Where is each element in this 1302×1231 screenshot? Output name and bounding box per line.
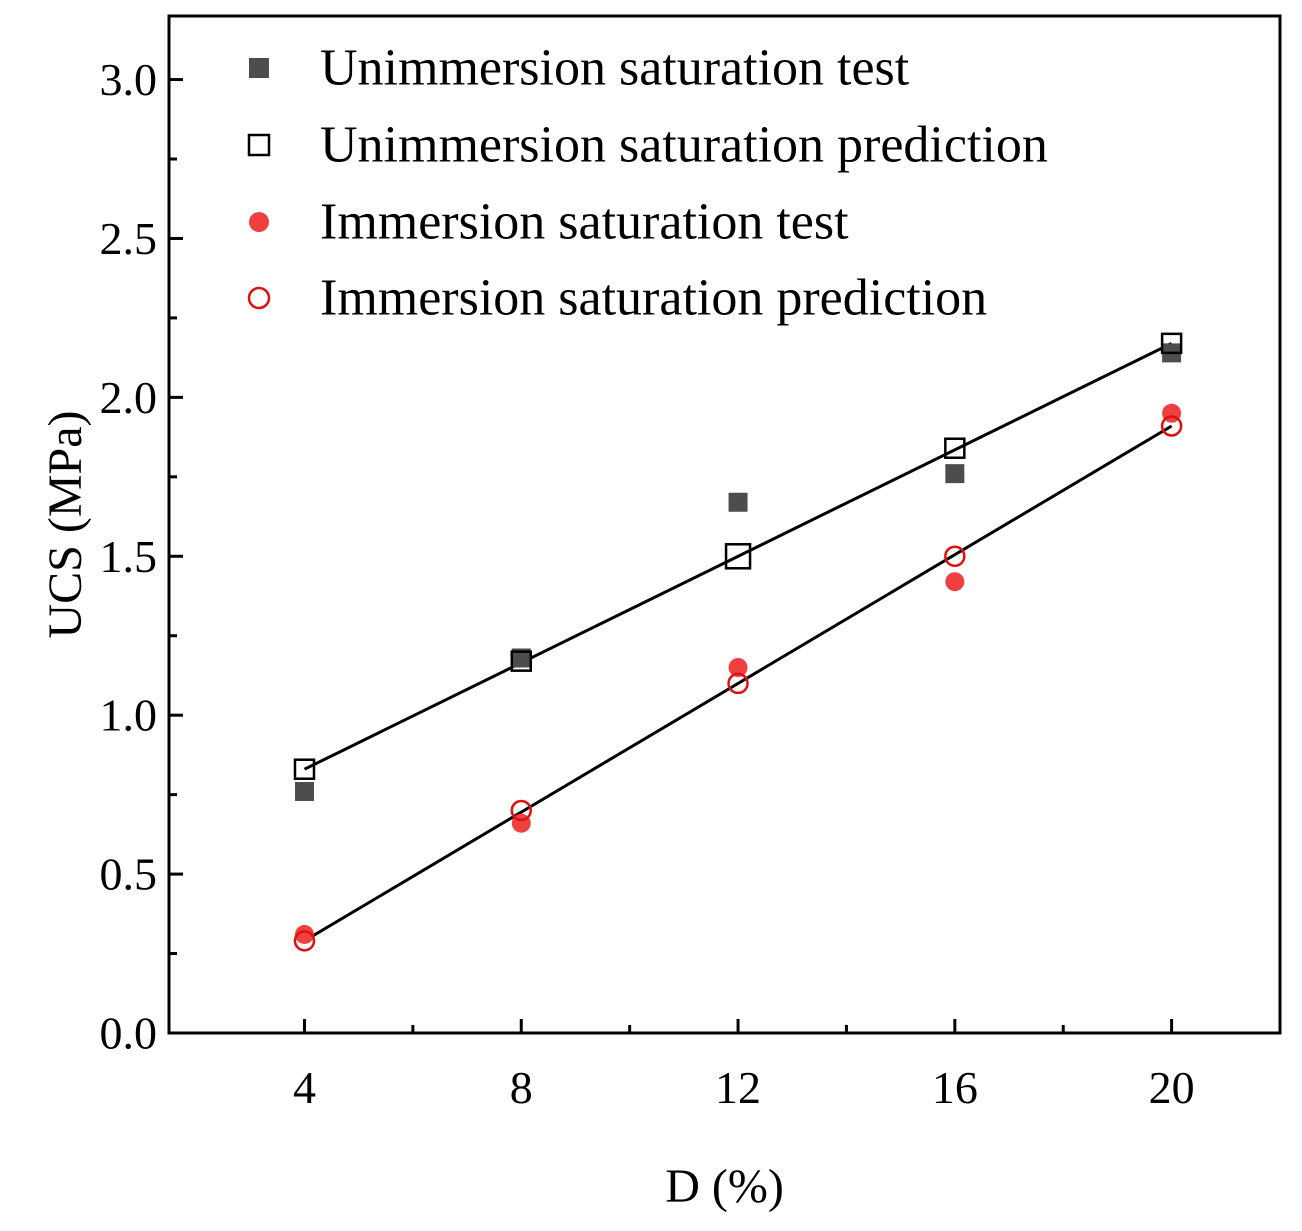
fit-lines	[303, 342, 1173, 943]
x-tick-label: 16	[932, 1062, 978, 1113]
immersion-saturation-prediction-point	[1160, 415, 1183, 437]
unimmersion-saturation-test-point	[511, 648, 531, 668]
immersion-saturation-test-point	[945, 572, 965, 592]
unimmersion-saturation-prediction-point	[510, 650, 533, 672]
fit-line	[303, 342, 1173, 771]
x-axis-title: D (%)	[665, 1160, 784, 1213]
immersion-saturation-prediction-point	[510, 799, 533, 822]
immersion-saturation-prediction-point	[293, 930, 316, 952]
fit-line	[303, 424, 1173, 943]
unimmersion-saturation-test-point	[728, 492, 748, 512]
x-tick-label: 12	[715, 1062, 761, 1113]
unimmersion-saturation-test-point	[945, 464, 965, 484]
y-tick-label: 3.0	[100, 54, 158, 105]
legend-marker-immersion-saturation-prediction	[247, 286, 271, 310]
legend: Unimmersion saturation test Unimmersion s…	[247, 40, 1048, 327]
unimmersion-saturation-prediction-point	[293, 758, 316, 780]
y-axis-title: UCS (MPa)	[39, 410, 92, 638]
y-tick-label: 0.5	[100, 849, 158, 900]
unimmersion-saturation-prediction-point	[1160, 332, 1183, 355]
legend-label-unimmersion-saturation-test: Unimmersion saturation test	[320, 40, 910, 97]
x-tick-label: 4	[293, 1062, 316, 1113]
axis-ticks: 4 8 12 16 20 0.0 0.5 1.0 1.5 2.0 2.5 3.0	[100, 54, 1195, 1113]
y-tick-label: 2.0	[100, 372, 158, 423]
immersion-saturation-prediction-point	[944, 545, 966, 568]
legend-marker-unimmersion-saturation-prediction	[247, 133, 271, 157]
legend-label-immersion-saturation-test: Immersion saturation test	[320, 194, 849, 251]
immersion-saturation-test-point	[294, 924, 314, 944]
unimmersion-saturation-test-point	[294, 781, 314, 801]
x-tick-label: 8	[510, 1062, 533, 1113]
unimmersion-saturation-prediction-point	[724, 543, 752, 570]
y-tick-label: 0.0	[100, 1008, 158, 1059]
immersion-saturation-test-point	[728, 658, 748, 678]
y-tick-label: 1.0	[100, 690, 158, 741]
data-points	[293, 332, 1183, 952]
legend-marker-immersion-saturation-test	[249, 212, 269, 232]
plot-frame	[167, 14, 1282, 1035]
legend-label-immersion-saturation-prediction: Immersion saturation prediction	[320, 270, 987, 327]
y-tick-label: 1.5	[100, 531, 158, 582]
y-tick-label: 2.5	[100, 213, 158, 264]
legend-label-unimmersion-saturation-prediction: Unimmersion saturation prediction	[320, 117, 1048, 174]
legend-marker-unimmersion-saturation-test	[249, 58, 269, 78]
x-tick-label: 20	[1149, 1062, 1195, 1113]
immersion-saturation-prediction-point	[727, 672, 749, 695]
unimmersion-saturation-prediction-point	[944, 437, 966, 459]
